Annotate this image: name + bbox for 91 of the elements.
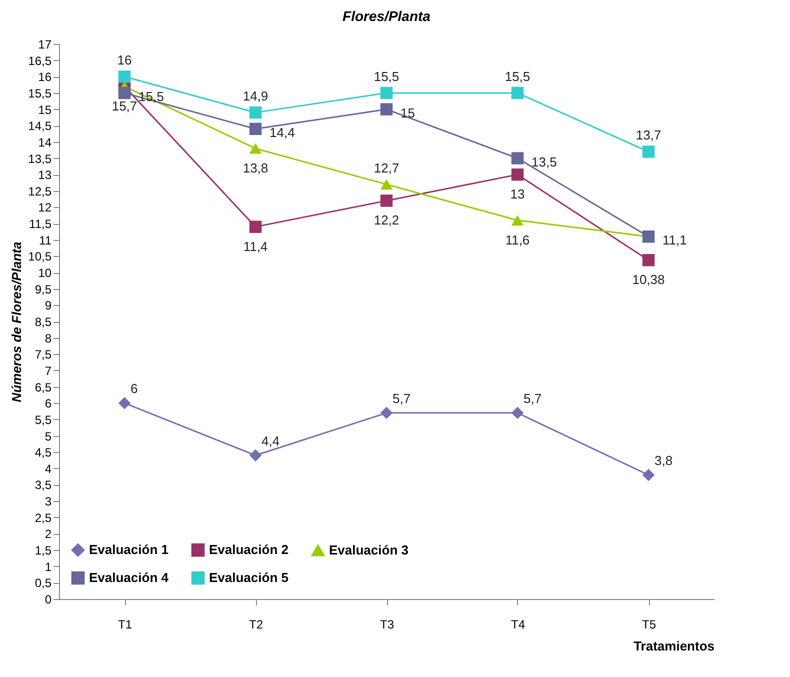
data-label: 11,1 [662,232,687,248]
y-tick-label: 12,5 [28,184,52,198]
y-tick-label: 7 [44,364,52,378]
y-tick-label: 5,5 [34,412,52,427]
y-tick-label: 2 [44,527,52,542]
data-label: 4,4 [262,433,280,448]
chart-title: Flores/Planta [342,8,431,24]
point [118,86,131,100]
y-tick-label: 1 [44,560,52,574]
point [249,143,262,154]
data-label: 16 [117,52,132,68]
y-tick-label: 7,5 [34,348,52,362]
y-tick-label: 12 [38,200,52,215]
data-label: 13,5 [532,154,557,170]
data-label: 12,7 [374,160,400,176]
data-label: 15 [400,105,415,120]
data-label: 15,5 [374,68,400,84]
point [118,396,131,410]
data-label: 15,5 [504,68,530,84]
y-tick-label: 4 [44,462,52,476]
y-tick-label: 8,5 [34,315,52,329]
data-label: 5,7 [392,390,411,406]
data-label: 14,9 [242,88,268,104]
point [380,179,393,190]
data-label: 5,7 [524,390,542,406]
data-label: 6 [130,381,138,396]
legend-label: Evaluación 1 [89,542,168,558]
y-tick-label: 4,5 [34,446,52,460]
x-tick-label: T5 [642,618,656,632]
legend-label: Evaluación 4 [89,570,170,585]
y-tick-label: 13 [38,168,52,182]
legend-label: Evaluación 5 [209,570,288,585]
data-label: 3,8 [654,452,673,468]
y-tick-label: 15 [38,102,52,117]
y-tick-label: 5 [44,429,52,444]
point [249,449,262,462]
point [642,468,655,482]
y-axis-title: Números de Flores/Planta [9,242,24,402]
point [380,86,393,100]
point [642,146,655,158]
y-tick-label: 13,5 [28,152,52,166]
point [118,70,131,83]
x-tick-label: T2 [248,618,264,632]
y-tick-label: 0,5 [34,576,52,590]
y-tick-label: 3 [44,494,52,509]
point [249,122,262,136]
y-tick-label: 2,5 [34,510,52,525]
point [642,254,655,266]
point [511,168,524,181]
point [511,214,524,226]
data-label: 14,4 [270,124,295,140]
y-tick-label: 9 [44,298,52,313]
data-label: 11,4 [243,238,268,254]
y-tick-label: 16 [38,70,52,84]
point [249,106,262,119]
y-tick-label: 10 [38,266,52,280]
data-label: 13 [510,186,525,202]
y-tick-label: 3,5 [34,478,52,492]
y-tick-label: 15,5 [28,86,52,100]
y-tick-label: 16,5 [28,54,52,68]
point [249,220,262,233]
point [511,86,524,100]
y-tick-label: 8 [44,331,52,346]
legend-label: Evaluación 3 [329,542,408,558]
y-tick-label: 9,5 [34,282,52,296]
data-label: 11,6 [505,232,530,248]
data-label: 13,7 [636,128,662,143]
data-label: 15,7 [112,98,138,114]
data-label: 13,8 [242,160,268,176]
y-tick-label: 6 [44,396,52,411]
point [380,103,393,116]
y-tick-label: 1,5 [34,544,52,558]
x-tick-label: T1 [118,618,132,632]
legend-label: Evaluación 2 [209,542,288,558]
y-tick-label: 14 [38,135,52,150]
data-label: 12,2 [374,212,400,228]
point [380,194,393,207]
y-tick-label: 11,5 [29,217,52,232]
data-label: 10,38 [632,272,665,288]
y-tick-label: 6,5 [34,380,52,394]
x-tick-label: T4 [510,618,526,632]
y-tick-label: 11 [39,233,52,248]
y-tick-label: 17 [38,38,52,52]
y-tick-label: 0 [44,592,52,606]
x-axis-title: Tratamientos [634,638,714,654]
y-tick-label: 10,5 [28,250,52,264]
point [380,406,393,420]
y-tick-label: 14,5 [28,119,52,134]
point [511,406,524,420]
x-tick-label: T3 [380,618,394,632]
point [511,152,524,164]
